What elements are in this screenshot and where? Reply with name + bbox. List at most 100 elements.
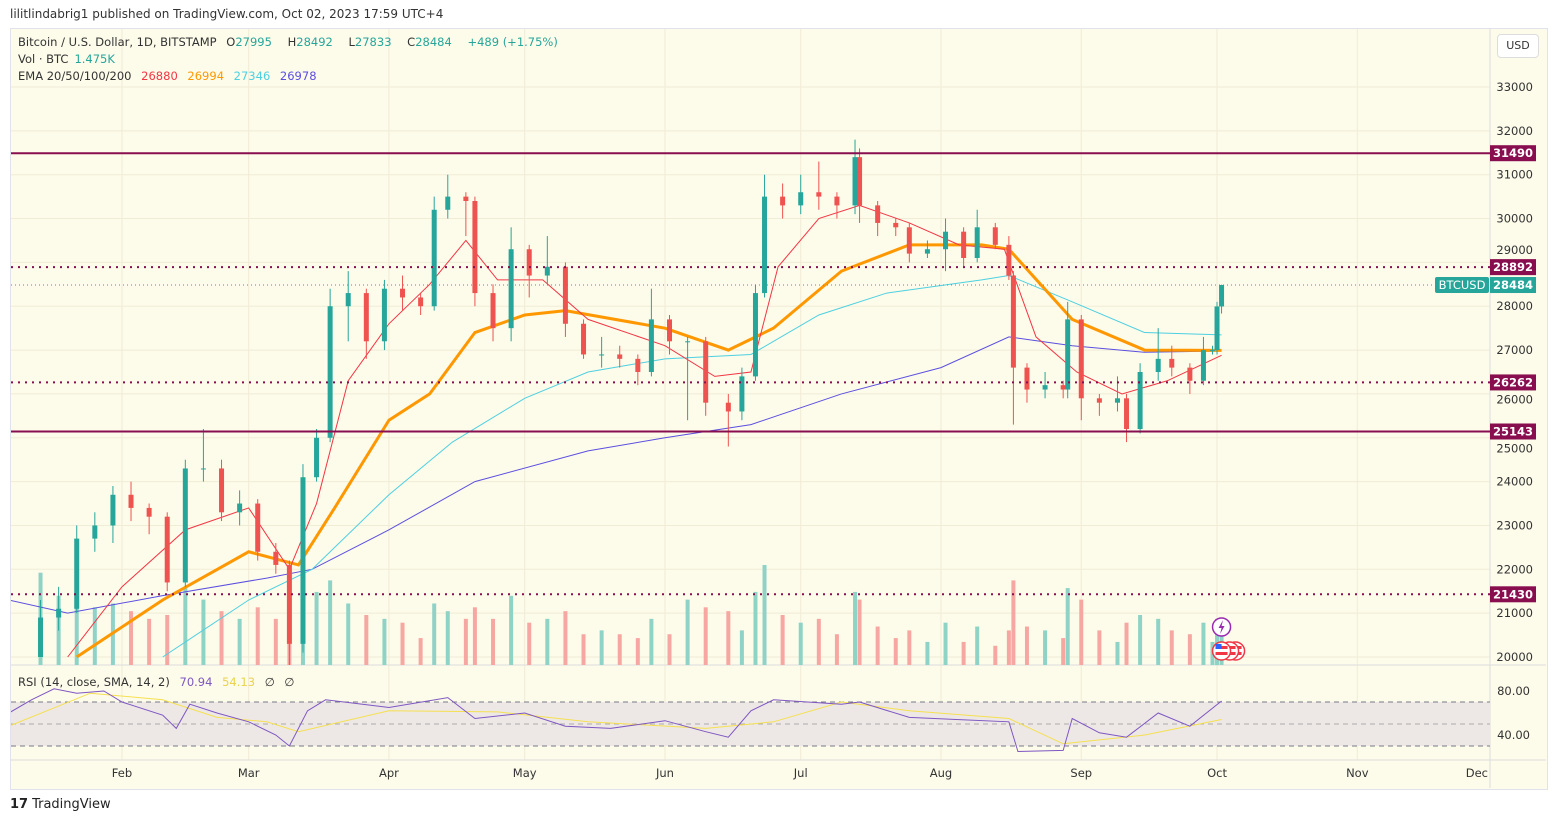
volume-bar [445, 611, 450, 665]
volume-bar [961, 641, 966, 665]
volume-bar [255, 607, 260, 665]
candle-body [852, 157, 858, 206]
volume-bar [1138, 615, 1143, 665]
x-tick-label: Oct [1207, 766, 1227, 780]
volume-bar [1124, 622, 1129, 665]
y-tick-label: 30000 [1496, 212, 1533, 226]
candle-body [74, 538, 80, 609]
level-label-bg [1490, 259, 1536, 276]
candle-body [1155, 358, 1161, 372]
ema20-line [67, 204, 1222, 658]
low-value: 27833 [354, 35, 392, 49]
currency-button[interactable]: USD [1497, 34, 1539, 58]
flag-stripe [1215, 652, 1228, 655]
volume-bar [1115, 641, 1120, 665]
change-value: +489 (+1.75%) [467, 35, 558, 49]
volume-bar [491, 618, 496, 665]
level-label: 28892 [1493, 260, 1533, 274]
rsi-series [11, 688, 1222, 753]
candle-body [617, 354, 623, 359]
volume-bar [314, 591, 319, 665]
volume-bar [943, 622, 948, 665]
ema-legend: EMA 20/50/100/200 26880 26994 27346 2697… [18, 69, 323, 83]
volume-bar [703, 607, 708, 665]
candle-body [146, 507, 152, 517]
low-label: L [348, 35, 355, 49]
last-price-bg [1490, 277, 1536, 294]
candle-body [431, 209, 437, 307]
volume-bar [857, 599, 862, 665]
volume-bar [129, 611, 134, 665]
candle-body [38, 617, 44, 657]
y-tick-label: 20000 [1496, 650, 1533, 664]
volume-bar [1215, 618, 1220, 665]
y-tick-label: 24000 [1496, 475, 1533, 489]
candle-body [237, 503, 243, 513]
ema-label: EMA 20/50/100/200 [18, 69, 132, 83]
candle-body [725, 402, 731, 412]
y-tick-label: 22000 [1496, 562, 1533, 576]
ohlc-close: C28484 [407, 35, 458, 49]
chart-frame[interactable] [10, 28, 1548, 790]
level-label: 25143 [1493, 424, 1533, 438]
y-tick-label: 23000 [1496, 518, 1533, 532]
volume-bar [975, 626, 980, 665]
volume-bar [183, 588, 188, 665]
candle-body [472, 201, 478, 294]
symbol-legend: Bitcoin / U.S. Dollar, 1D, BITSTAMP O279… [18, 35, 564, 49]
volume-bar [780, 615, 785, 665]
y-tick-label: 27000 [1496, 343, 1533, 357]
rsi-label: RSI (14, close, SMA, 14, 2) [18, 675, 170, 689]
level-label: 21430 [1493, 587, 1533, 601]
level-label-bg [1490, 145, 1536, 162]
level-label: 31490 [1493, 146, 1533, 160]
y-tick-label: 31000 [1496, 168, 1533, 182]
volume-bar [726, 611, 731, 665]
volume-bar [1061, 638, 1066, 665]
volume-bar [649, 618, 654, 665]
candle-body [286, 564, 292, 644]
volume-bar [463, 618, 468, 665]
tradingview-logo[interactable]: 17 TradingView [10, 797, 111, 812]
volume-bar [581, 634, 586, 665]
ohlc-high: H28492 [288, 35, 339, 49]
x-tick-label: Aug [930, 766, 952, 780]
candle-body [508, 249, 514, 329]
rsi-line [11, 688, 1222, 753]
volume-bar [509, 595, 514, 665]
candle-body [327, 306, 333, 438]
rsi-sma-line [11, 692, 1222, 745]
open-value: 27995 [235, 35, 272, 49]
candle-body [219, 468, 225, 513]
volume-bar [925, 641, 930, 665]
published-caption: lilitlindabrig1 published on TradingView… [10, 7, 444, 21]
candle-body [798, 192, 804, 206]
level-label-bg [1490, 374, 1536, 391]
volume-bar [617, 634, 622, 665]
candle-body [893, 222, 899, 228]
volume-legend: Vol · BTC 1.475K [18, 52, 121, 66]
volume-bar [1156, 618, 1161, 665]
candle-body [667, 319, 672, 342]
volume-value: 1.475K [74, 52, 115, 66]
x-tick-label: Jun [655, 766, 674, 780]
volume-bar [1024, 626, 1029, 665]
candle-body [255, 503, 261, 552]
y-tick-label: 29000 [1496, 243, 1533, 257]
rsi-value: 70.94 [179, 675, 213, 689]
volume-bar [1201, 622, 1206, 665]
candle-body [1096, 398, 1102, 403]
x-tick-label: May [513, 766, 537, 780]
candle-body [1219, 285, 1225, 307]
volume-bar [201, 599, 206, 665]
candle-body [182, 468, 188, 583]
candle-body [1010, 275, 1016, 368]
volume-bar [382, 618, 387, 665]
candle-body [816, 192, 822, 197]
volume-bar [739, 630, 744, 665]
volume-bar [853, 591, 858, 665]
candle-body [1200, 350, 1206, 381]
volume-bar [400, 622, 405, 665]
rsi-extra-value-2: ∅ [284, 675, 295, 689]
